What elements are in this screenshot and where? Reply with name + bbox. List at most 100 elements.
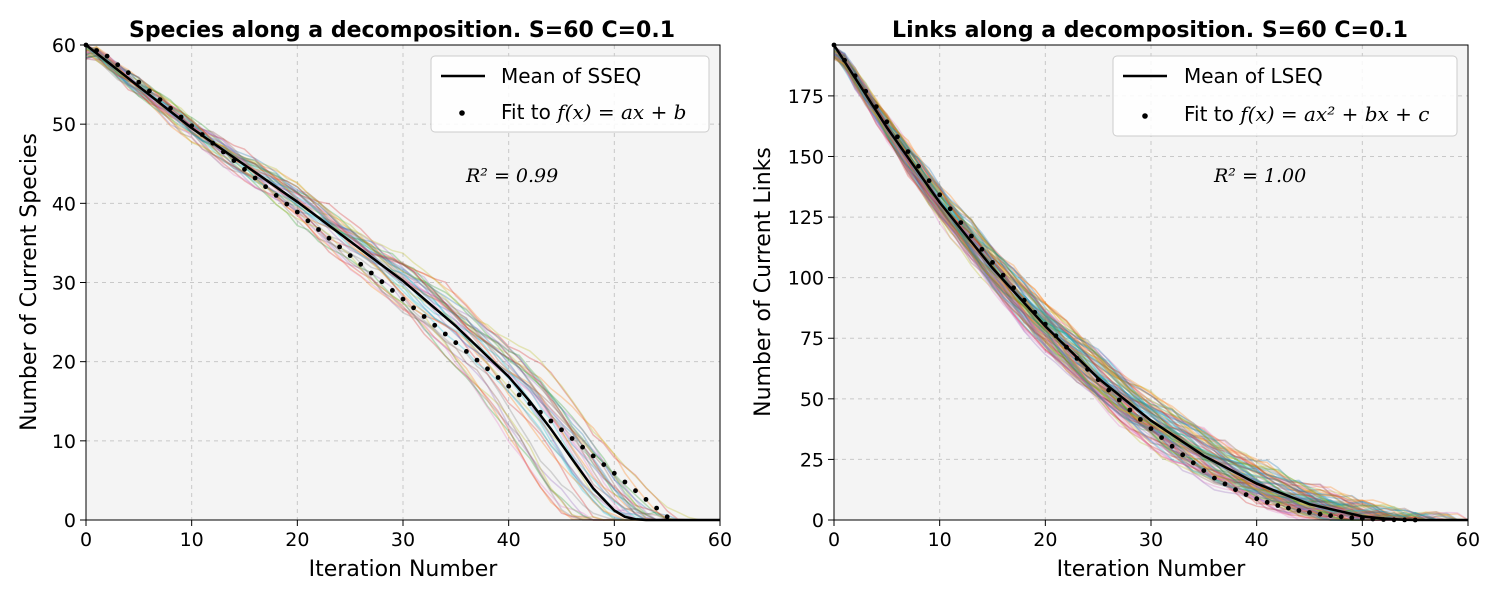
fit-point — [464, 349, 469, 354]
y-axis-ticks: 0 10 20 30 40 50 60 — [52, 35, 86, 532]
fit-point — [664, 514, 670, 520]
decomposition-run-line — [833, 58, 1468, 521]
decomposition-run-line — [833, 49, 1468, 521]
fit-point — [633, 488, 638, 494]
fit-point — [559, 427, 564, 433]
x-tick-label: 50 — [1350, 529, 1374, 551]
decomposition-run-line — [833, 46, 1468, 521]
grid — [86, 45, 720, 520]
fit-point — [926, 178, 932, 184]
y-axis-label: Number of Current Links — [751, 147, 776, 417]
decomposition-run-line — [833, 51, 1468, 521]
fit-point — [580, 444, 585, 450]
fit-point — [1011, 285, 1016, 291]
fit-point — [958, 220, 964, 226]
fit-point — [379, 279, 385, 285]
decomposition-run-line — [85, 46, 720, 521]
fit-point — [590, 453, 596, 459]
series-layer — [83, 42, 720, 522]
fit-point — [1317, 511, 1323, 517]
fit-point — [189, 123, 195, 129]
fit-point — [199, 132, 205, 137]
decomposition-run-line — [85, 54, 720, 521]
fit-point — [1074, 356, 1080, 361]
fit-point — [1021, 297, 1027, 303]
fit-point — [115, 62, 121, 68]
fit-point — [316, 227, 321, 232]
links-chart: Links along a decomposition. S=60 C=0.1 … — [751, 18, 1480, 582]
fit-point — [1233, 487, 1238, 493]
fit-point — [231, 158, 237, 164]
decomposition-run-line — [85, 51, 720, 521]
fit-point — [916, 163, 921, 169]
decomposition-run-line — [833, 45, 1468, 521]
fit-point — [611, 470, 617, 476]
fit-point — [516, 392, 522, 398]
x-tick-label: 10 — [180, 529, 204, 551]
fit-point — [347, 253, 353, 258]
decomposition-run-line — [833, 55, 1468, 521]
decomposition-run-line — [833, 55, 1468, 521]
decomposition-run-line — [85, 46, 720, 521]
decomposition-run-line — [833, 53, 1468, 521]
x-tick-label: 20 — [285, 529, 309, 551]
fit-point — [937, 192, 943, 198]
fit-point — [979, 246, 985, 252]
decomposition-run-line — [833, 47, 1468, 521]
fit-point — [421, 314, 427, 319]
legend: Mean of LSEQ Fit to f(x) = ax² + bx + c — [1112, 55, 1458, 137]
fit-point — [1042, 321, 1048, 327]
legend-entry-fit: Fit to f(x) = ax² + bx + c — [1184, 102, 1429, 126]
fit-point — [1201, 468, 1207, 473]
fit-point — [1095, 377, 1101, 383]
fit-point — [895, 134, 900, 140]
fit-point — [495, 375, 501, 380]
x-tick-label: 50 — [602, 529, 626, 551]
fit-point — [1275, 503, 1281, 508]
y-tick-label: 0 — [64, 510, 76, 532]
y-tick-label: 10 — [52, 431, 76, 453]
fit-point — [654, 505, 659, 511]
x-tick-label: 20 — [1033, 529, 1057, 551]
y-tick-label: 175 — [788, 86, 824, 108]
fit-point — [94, 48, 99, 53]
fit-point — [1127, 407, 1133, 413]
decomposition-run-line — [833, 53, 1469, 521]
fit-point — [1138, 417, 1143, 422]
decomposition-run-line — [833, 46, 1468, 521]
fit-point — [136, 79, 142, 85]
fit-point — [1169, 443, 1175, 449]
fit-point — [538, 409, 543, 415]
fit-point — [852, 73, 858, 79]
legend: Mean of SSEQ Fit to f(x) = ax + b — [430, 55, 710, 133]
decomposition-run-line — [833, 55, 1468, 521]
fit-point — [947, 206, 953, 212]
legend-dot-marker — [459, 110, 465, 116]
y-tick-label: 30 — [52, 273, 76, 295]
y-tick-label: 150 — [788, 146, 824, 168]
decomposition-run-line — [833, 54, 1468, 521]
legend-entry-mean: Mean of LSEQ — [1184, 64, 1323, 88]
chart-title: Links along a decomposition. S=60 C=0.1 — [892, 18, 1408, 43]
fit-point — [873, 104, 879, 109]
x-tick-label: 40 — [1245, 529, 1269, 551]
fit-point — [411, 305, 416, 311]
fit-point — [221, 149, 226, 155]
y-tick-label: 50 — [800, 389, 824, 411]
fit-point — [358, 261, 364, 267]
decomposition-run-line — [833, 55, 1468, 521]
fit-point — [1296, 508, 1302, 513]
fit-point — [326, 235, 332, 241]
fit-point — [1286, 505, 1291, 511]
y-tick-label: 100 — [788, 268, 824, 290]
decomposition-run-line — [85, 51, 720, 521]
fit-point — [601, 462, 607, 467]
decomposition-run-line — [833, 53, 1469, 521]
decomposition-run-line — [833, 55, 1468, 521]
decomposition-run-line — [85, 52, 720, 521]
fit-point — [1159, 435, 1164, 440]
decomposition-run-line — [85, 47, 720, 521]
fit-point — [442, 331, 448, 337]
y-tick-label: 50 — [52, 114, 76, 136]
fit-point — [1349, 515, 1355, 521]
